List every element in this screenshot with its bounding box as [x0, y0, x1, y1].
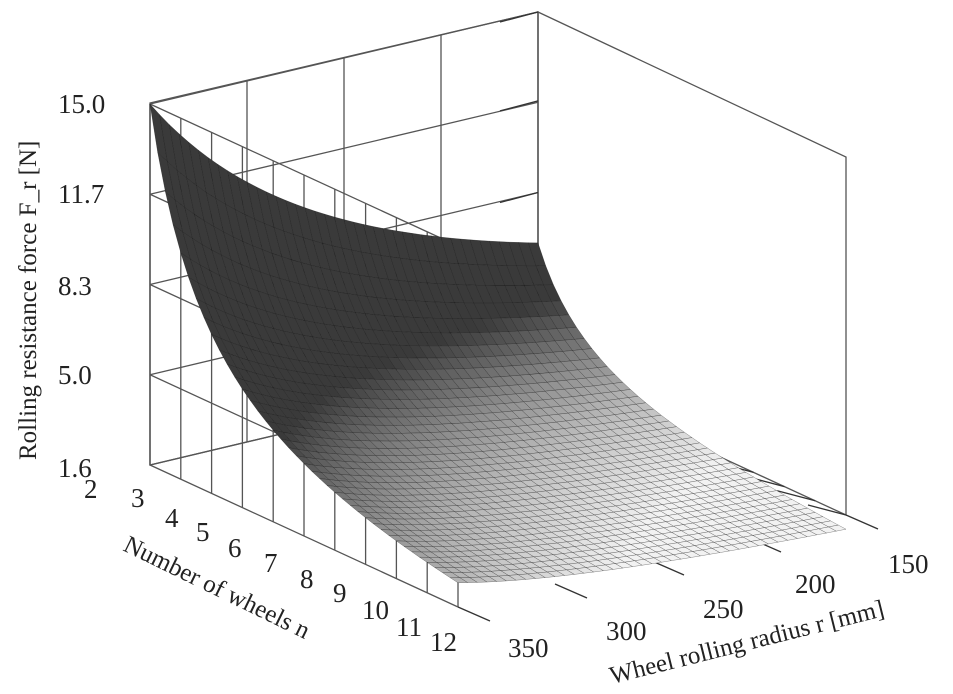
n-tick-labels: 2 3 4 5 6 7 8 9 10 11 12 — [84, 474, 457, 657]
n-tick-label: 5 — [196, 517, 210, 547]
n-tick-mark — [807, 504, 847, 516]
n-tick-label: 6 — [228, 533, 242, 563]
n-tick-label: 7 — [264, 548, 278, 578]
r-tick-mark — [457, 606, 491, 622]
z-tick-mark — [499, 11, 539, 23]
n-axis-label: Number of wheels n — [119, 531, 314, 645]
surface-cell — [827, 524, 847, 532]
r-tick-labels: 350 300 250 200 150 — [508, 549, 929, 663]
r-tick-label: 300 — [606, 616, 647, 646]
n-tick-label: 10 — [362, 595, 389, 625]
n-tick-label: 11 — [396, 612, 422, 642]
z-tick-label: 5.0 — [58, 360, 92, 390]
r-tick-mark — [651, 560, 685, 576]
surface-mesh — [149, 103, 847, 584]
z-tick-label: 15.0 — [58, 89, 105, 119]
z-tick-labels: 1.6 5.0 8.3 11.7 15.0 — [58, 89, 105, 483]
z-tick-label: 8.3 — [58, 271, 92, 301]
z-axis-label: Rolling resistance force F_r [N] — [15, 141, 42, 460]
n-tick-label: 8 — [300, 564, 314, 594]
z-tick-mark — [499, 100, 539, 112]
n-tick-label: 9 — [333, 578, 347, 608]
r-tick-label: 350 — [508, 633, 549, 663]
n-tick-label: 4 — [165, 503, 179, 533]
z-tick-label: 1.6 — [58, 453, 92, 483]
n-tick-label: 12 — [430, 627, 457, 657]
r-tick-label: 200 — [795, 569, 836, 599]
z-tick-mark — [499, 191, 539, 204]
r-tick-label: 150 — [888, 549, 929, 579]
r-tick-mark — [845, 514, 879, 530]
n-tick-mark — [777, 490, 816, 502]
n-tick-label: 2 — [84, 474, 98, 504]
r-tick-mark — [554, 583, 588, 599]
z-tick-label: 11.7 — [58, 179, 104, 209]
n-tick-label: 3 — [131, 483, 145, 513]
r-tick-label: 250 — [703, 594, 744, 624]
r-axis-label: Wheel rolling radius r [mm] — [607, 595, 887, 689]
